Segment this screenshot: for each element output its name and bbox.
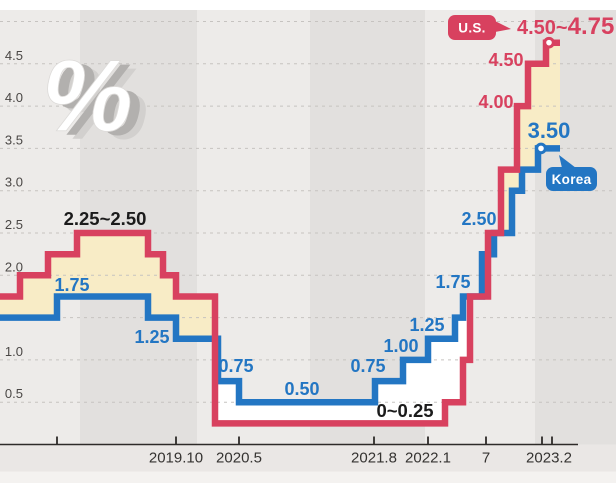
bottom-band [0,471,616,483]
value-label: 0.75 [218,356,253,376]
value-label: 1.25 [134,327,169,347]
x-tick-label: 2021.8 [351,450,397,467]
value-label: 2.50 [461,209,496,229]
value-label: 1.75 [54,275,89,295]
badge-label: Korea [552,172,592,187]
x-axis: 2019.10 2020.5 2021.8 2022.1 7 2023.2 [0,436,578,467]
value-label: 1.00 [383,336,418,356]
us-end-range-label: 4.50~4.75 [517,13,614,40]
badge-box [546,167,597,191]
value-label: 4.00 [478,92,513,112]
y-axis-labels: 4.5 4.0 3.5 3.0 2.5 2.0 1.0 0.5 [5,48,23,401]
us-badge: U.S. [448,15,511,40]
year-stripe [80,10,197,445]
y-tick-label: 4.0 [5,90,23,105]
y-tick-label: 2.5 [5,217,23,232]
y-tick-label: 3.0 [5,175,23,190]
value-labels: 2.25~2.501.751.250.750.500.751.001.251.7… [54,13,614,421]
percent-face: % [42,39,133,153]
fill-korea_above [215,296,470,424]
value-label: 2.25~2.50 [64,208,147,229]
end-dots [535,36,555,155]
x-tick-label: 7 [482,450,490,467]
y-tick-label: 4.5 [5,48,23,63]
x-tick-label: 2022.1 [405,450,451,467]
fill-us_above [0,233,215,424]
x-tick-label: 2019.10 [149,450,203,467]
value-label: 0.75 [350,356,385,376]
x-tick-label: 2020.5 [216,450,262,467]
badge-tail [559,155,576,168]
series-fills [0,42,560,424]
percent-shadow-far: % [58,47,149,161]
step-line-korea [0,145,560,406]
value-label: 1.25 [409,315,444,335]
y-tick-label: 0.5 [5,386,23,401]
value-label: 4.50 [488,50,523,70]
y-tick-label: 1.0 [5,344,23,359]
end-dot-korea [535,142,547,155]
value-label: 3.50 [528,118,571,143]
y-tick-label: 2.0 [5,259,23,274]
badge-label: U.S. [458,21,485,36]
series-lines [0,39,560,427]
korea-badge: Korea [546,155,597,191]
fill-us_above [488,42,560,255]
value-label: 0.50 [284,379,319,399]
step-line-us [0,39,560,427]
x-tick-label: 2023.2 [526,450,572,467]
value-label: 1.75 [435,272,470,292]
badge-tail [495,21,511,32]
value-label: 0~0.25 [376,400,433,421]
axis-label-band [0,444,616,472]
series-badges: U.S. Korea [448,15,597,191]
percent-shadow: % [52,43,143,157]
badge-box [448,15,496,40]
y-tick-label: 3.5 [5,132,23,147]
end-dot-us [543,36,555,49]
percent-symbol: %%% [42,39,149,161]
